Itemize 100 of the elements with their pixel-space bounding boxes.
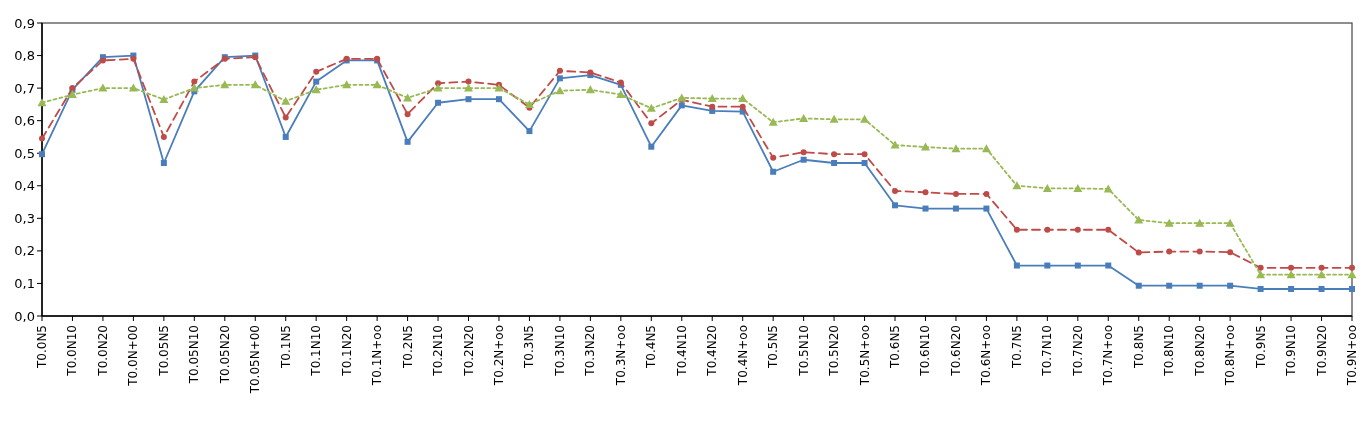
point — [494, 83, 504, 92]
x-tick-label: T0.3N20 — [583, 325, 598, 377]
point — [981, 144, 991, 153]
x-tick-label: T0.05N5 — [156, 325, 171, 377]
x-tick-label: T0.1N10 — [309, 325, 324, 377]
point — [220, 80, 230, 89]
x-tick-label: T0.3N5 — [522, 325, 537, 370]
point — [983, 205, 990, 212]
point — [555, 86, 565, 95]
point — [768, 117, 778, 126]
point — [1012, 181, 1022, 190]
point — [709, 103, 716, 110]
point — [1347, 270, 1357, 279]
point — [922, 205, 929, 212]
x-tick-label: T0.8N20 — [1192, 325, 1207, 377]
x-tick-label: T0.05N20 — [217, 325, 232, 385]
x-tick-label: T0.6N10 — [918, 325, 933, 377]
x-tick-label: T0.7N+oo — [1101, 325, 1116, 387]
point — [160, 159, 167, 166]
point — [585, 85, 595, 94]
point — [861, 159, 868, 166]
x-tick-label: T0.6N20 — [948, 325, 963, 377]
point — [1074, 262, 1081, 269]
x-tick-label: T0.8N5 — [1131, 325, 1146, 370]
point — [464, 83, 474, 92]
y-tick-label: 0,3 — [14, 210, 35, 226]
x-tick-label: T0.05N+00 — [248, 325, 263, 395]
point — [313, 78, 320, 85]
point — [1105, 262, 1112, 269]
x-tick-label: T0.7N10 — [1040, 325, 1055, 377]
point — [433, 83, 443, 92]
point — [313, 68, 320, 75]
point — [342, 80, 352, 89]
point — [707, 94, 717, 103]
point — [372, 80, 382, 89]
point — [404, 138, 411, 145]
point — [1073, 183, 1083, 192]
x-tick-label: T0.8N+oo — [1223, 325, 1238, 387]
point — [1288, 264, 1295, 271]
point — [1044, 262, 1051, 269]
x-tick-label: T0.05N10 — [187, 325, 202, 385]
point — [524, 99, 534, 108]
point — [39, 135, 45, 142]
x-tick-label: T0.9N20 — [1314, 325, 1329, 377]
x-tick-label: T0.2N+oo — [491, 325, 506, 387]
x-tick-label: T0.0N20 — [95, 325, 110, 377]
point — [281, 96, 291, 105]
point — [1349, 264, 1355, 271]
point — [770, 154, 777, 161]
point — [646, 103, 656, 112]
point — [1195, 218, 1205, 227]
x-tick-label: T0.1N+oo — [370, 325, 385, 387]
x-tick-label: T0.9N+oo — [1345, 325, 1359, 387]
x-tick-label: T0.4N20 — [705, 325, 720, 377]
x-tick-label: T0.5N+oo — [857, 325, 872, 387]
point — [616, 90, 626, 99]
point — [648, 120, 655, 127]
point — [1257, 285, 1264, 292]
point — [67, 90, 77, 99]
y-tick-label: 0,2 — [14, 243, 35, 259]
x-tick-label: T0.4N+oo — [735, 325, 750, 387]
point — [556, 67, 563, 74]
point — [1042, 183, 1052, 192]
point — [39, 151, 45, 158]
x-tick-label: T0.9N10 — [1284, 325, 1299, 377]
x-tick-label: T0.0N10 — [65, 325, 80, 377]
x-tick-label: T0.5N20 — [827, 325, 842, 377]
point — [311, 85, 321, 94]
x-tick-label: T0.4N10 — [674, 325, 689, 377]
point — [1164, 218, 1174, 227]
point — [800, 149, 807, 156]
point — [1225, 218, 1235, 227]
point — [1135, 282, 1142, 289]
point — [1166, 248, 1173, 255]
point — [1044, 226, 1051, 233]
point — [1318, 285, 1325, 292]
point — [738, 94, 748, 103]
x-tick-label: T0.7N5 — [1009, 325, 1024, 370]
point — [1013, 226, 1020, 233]
point — [800, 156, 807, 163]
point — [952, 205, 959, 212]
point — [189, 83, 199, 92]
x-tick-label: T0.6N5 — [888, 325, 903, 370]
point — [799, 113, 809, 122]
point — [404, 111, 411, 118]
x-tick-label: T0.5N10 — [796, 325, 811, 377]
point — [861, 151, 868, 158]
x-tick-label: T0.2N10 — [431, 325, 446, 377]
point — [678, 102, 685, 109]
point — [952, 190, 959, 197]
point — [465, 96, 472, 103]
x-tick-label: T0.2N5 — [400, 325, 415, 370]
point — [1318, 264, 1325, 271]
point — [282, 114, 289, 121]
point — [860, 114, 870, 123]
y-tick-label: 0,1 — [14, 275, 35, 291]
point — [191, 78, 198, 85]
point — [1317, 270, 1327, 279]
point — [739, 103, 746, 110]
point — [1013, 262, 1020, 269]
